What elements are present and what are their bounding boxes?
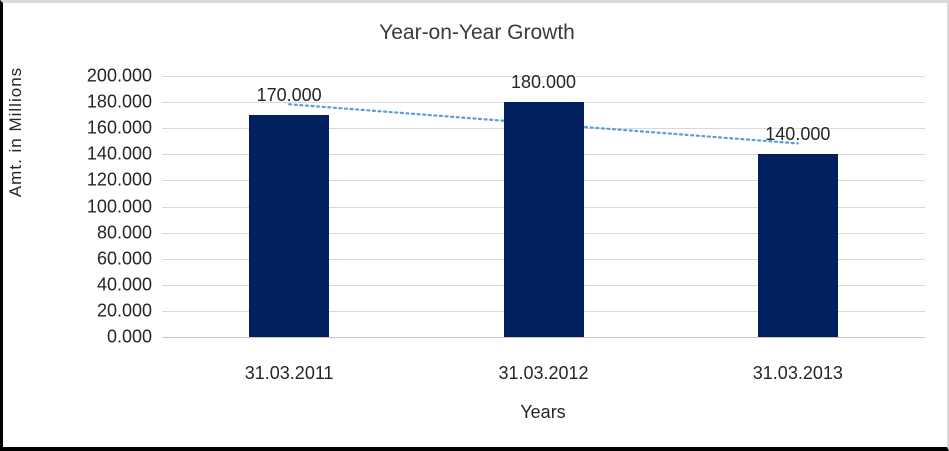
x-tick-label: 31.03.2013 <box>752 363 843 383</box>
x-axis-title: Years <box>520 402 566 422</box>
y-tick-label: 100.000 <box>86 196 152 216</box>
data-label: 180.000 <box>510 72 577 93</box>
y-tick-label: 200.000 <box>86 65 152 86</box>
y-tick-label: 60.000 <box>96 248 152 269</box>
bar-31.03.2013 <box>757 154 838 337</box>
gridline <box>162 76 925 77</box>
y-tick-label: 160.000 <box>86 117 152 138</box>
bar-31.03.2011 <box>249 115 330 337</box>
y-tick-label: 0.000 <box>106 326 152 347</box>
y-axis-title: Amt. in Millions <box>6 66 25 198</box>
x-axis-line <box>162 337 925 338</box>
y-tick-label: 120.000 <box>86 169 152 190</box>
x-tick-label: 31.03.2012 <box>498 363 589 383</box>
chart-title: Year-on-Year Growth <box>379 21 575 44</box>
data-label: 170.000 <box>256 85 322 106</box>
x-tick-label: 31.03.2011 <box>244 363 334 383</box>
y-tick-label: 180.000 <box>86 91 152 112</box>
y-tick-label: 140.000 <box>86 143 152 164</box>
y-tick-label: 20.000 <box>96 300 152 321</box>
y-tick-label: 40.000 <box>96 274 152 295</box>
data-label: 140.000 <box>765 124 831 145</box>
plot-area: 200.000 180.000 160.000 140.000 120.000 100.0… <box>87 66 925 347</box>
y-tick-label: 80.000 <box>96 222 152 243</box>
bar-31.03.2012 <box>503 102 584 337</box>
